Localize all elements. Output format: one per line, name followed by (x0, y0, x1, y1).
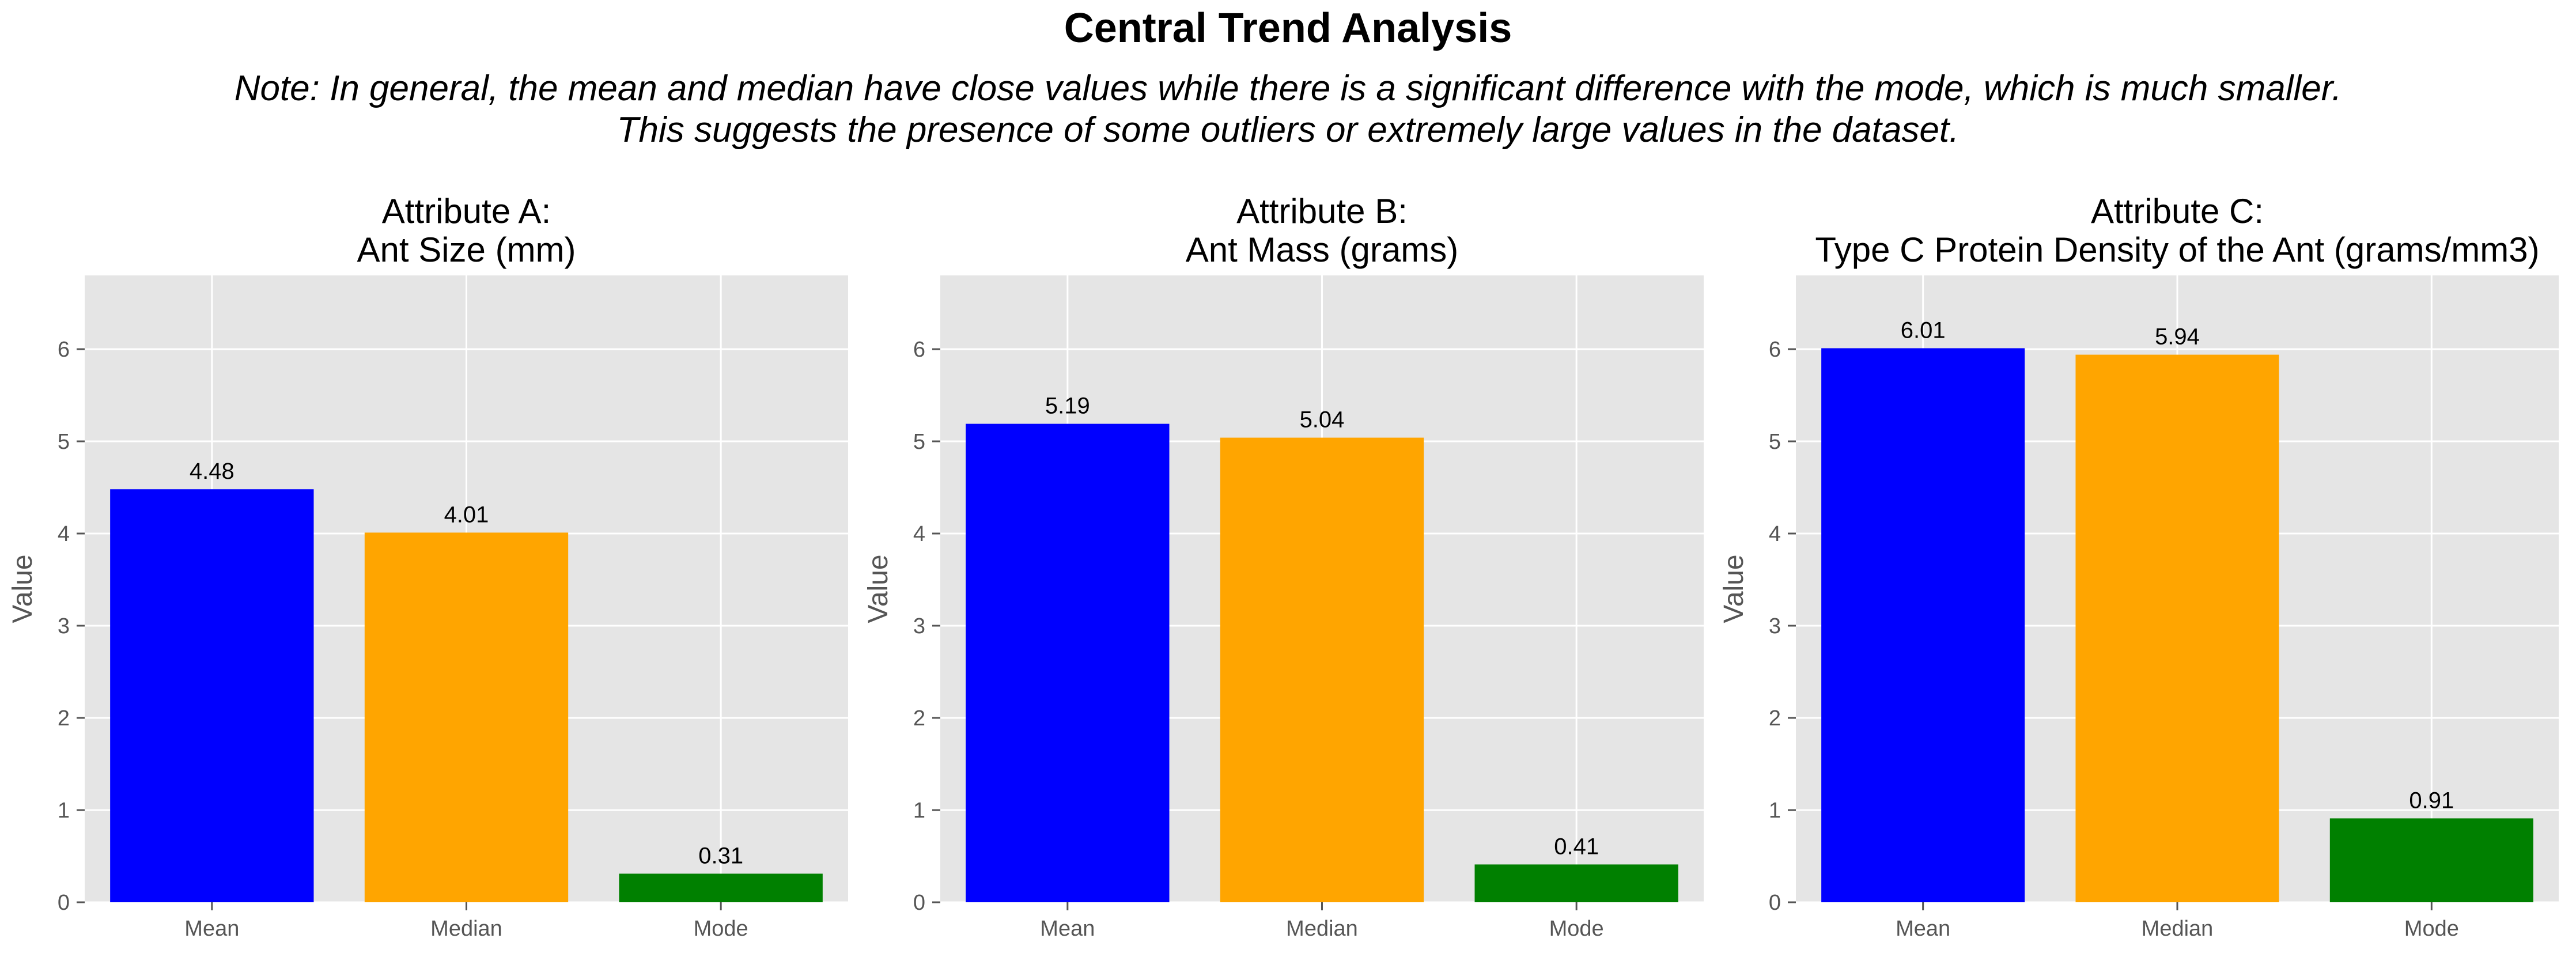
y-tick-label: 3 (1769, 614, 1781, 638)
x-tick-label: Median (1286, 917, 1358, 941)
bar-mean (110, 489, 314, 902)
y-tick-label: 3 (58, 614, 70, 638)
bar-mode (619, 873, 823, 902)
y-tick-label: 1 (1769, 799, 1781, 823)
x-tick-label: Mean (184, 917, 239, 941)
bar-value-label: 0.31 (698, 843, 743, 868)
y-tick-label: 0 (58, 891, 70, 915)
y-axis-label: Value (7, 554, 38, 623)
x-tick-label: Mode (694, 917, 748, 941)
chart-title-line-1: Attribute A: (382, 192, 551, 230)
y-axis-label: Value (863, 554, 894, 623)
figure-title: Central Trend Analysis (1064, 5, 1512, 51)
bar-mode (2329, 818, 2533, 902)
bar-mean (1821, 348, 2025, 902)
x-tick-label: Mode (1549, 917, 1604, 941)
bar-value-label: 0.91 (2409, 788, 2454, 813)
y-tick-label: 4 (1769, 522, 1781, 546)
chart-2: 5.19 5.04 0.41 0 1 2 3 4 5 6 Mean Median Mode Value At… (863, 192, 1704, 941)
note-line-1: Note: In general, the mean and median ha… (234, 69, 2342, 108)
y-tick-label: 5 (913, 430, 925, 454)
y-tick-label: 0 (1769, 891, 1781, 915)
chart-title-line-2: Ant Mass (grams) (1186, 230, 1458, 269)
y-tick-label: 2 (913, 706, 925, 731)
bar-value-label: 5.94 (2155, 324, 2200, 350)
y-tick-label: 6 (1769, 338, 1781, 362)
x-tick-label: Mean (1040, 917, 1095, 941)
bar-median (1220, 437, 1424, 902)
x-tick-label: Median (430, 917, 502, 941)
y-tick-label: 1 (913, 799, 925, 823)
y-tick-label: 5 (1769, 430, 1781, 454)
y-tick-label: 5 (58, 430, 70, 454)
y-tick-label: 4 (58, 522, 70, 546)
x-tick-label: Median (2142, 917, 2214, 941)
y-tick-label: 2 (58, 706, 70, 731)
y-axis-label: Value (1719, 554, 1749, 623)
chart-title-line-1: Attribute B: (1236, 192, 1408, 230)
y-tick-label: 6 (913, 338, 925, 362)
note-line-2: This suggests the presence of some outli… (616, 110, 1960, 150)
y-tick-label: 6 (58, 338, 70, 362)
y-tick-label: 0 (913, 891, 925, 915)
y-tick-label: 3 (913, 614, 925, 638)
chart-title-line-2: Ant Size (mm) (357, 230, 576, 269)
chart-title-line-1: Attribute C: (2091, 192, 2264, 230)
bar-value-label: 0.41 (1554, 834, 1599, 859)
y-tick-label: 4 (913, 522, 925, 546)
bar-value-label: 6.01 (1901, 317, 1946, 343)
y-tick-label: 1 (58, 799, 70, 823)
chart-title-line-2: Type C Protein Density of the Ant (grams… (1815, 230, 2539, 269)
bar-mean (966, 423, 1170, 902)
bar-mode (1474, 864, 1678, 902)
bar-value-label: 4.01 (444, 502, 489, 527)
bar-value-label: 5.19 (1045, 394, 1090, 419)
chart-1: 4.48 4.01 0.31 0 1 2 3 4 5 6 Mean Median Mode Value At… (7, 192, 848, 941)
bar-median (2075, 354, 2279, 902)
bar-value-label: 4.48 (190, 459, 234, 484)
y-tick-label: 2 (1769, 706, 1781, 731)
x-tick-label: Mean (1896, 917, 1950, 941)
chart-3: 6.01 5.94 0.91 0 1 2 3 4 5 6 Mean Median Mode Value At… (1719, 192, 2559, 941)
bar-value-label: 5.04 (1300, 407, 1345, 433)
bar-median (364, 532, 569, 902)
x-tick-label: Mode (2404, 917, 2459, 941)
